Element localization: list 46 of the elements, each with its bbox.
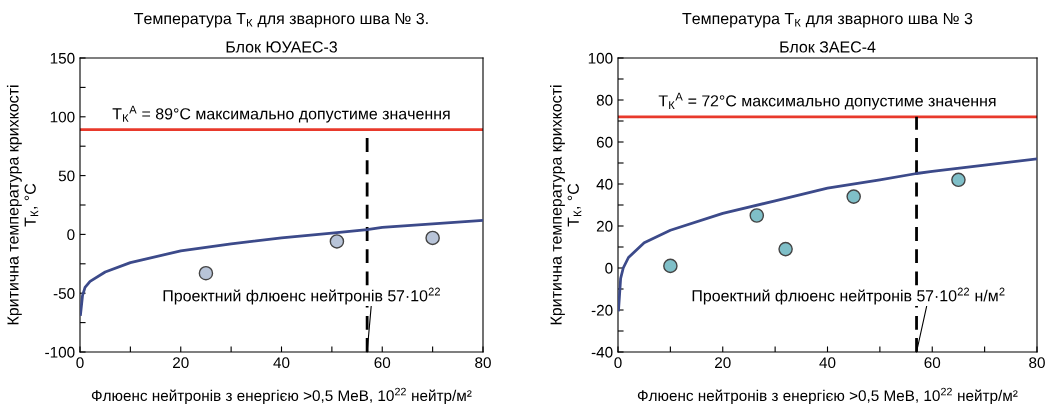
x-tick-label: 20: [173, 357, 189, 369]
point: [846, 189, 861, 204]
annotation: Проектний флюенс нейтронів 57·10$^{22}$ н/м$^{2}$: [692, 287, 1005, 305]
x-tick-label: 40: [273, 357, 290, 369]
chart-subtitle: Блок ЗАЕС-4: [780, 41, 876, 53]
y-tick-label: 50: [58, 170, 75, 182]
annotation: Проектний флюенс нейтронів 57·10$^{22}$: [163, 287, 440, 305]
y-tick-label: 80: [596, 94, 613, 106]
y-axis-title: Критична температура крихкості T$_{К}$, °C: [550, 85, 582, 325]
y-tick-label: 150: [50, 52, 75, 64]
line-series: [80, 218, 483, 316]
ref-line-label: T$_{К}$$^{A}$ = 72°C максимально допустиме значення: [658, 92, 996, 110]
point: [951, 172, 966, 188]
y-tick-label: -40: [591, 346, 613, 358]
y-tick-label: -50: [53, 288, 75, 299]
point: [198, 265, 214, 281]
point: [663, 258, 678, 274]
point: [425, 230, 440, 246]
ref-line-label: T$_{К}$$^{A}$ = 89°C максимально допустиме значення: [112, 105, 450, 123]
y-tick-label: 0: [605, 262, 613, 274]
y-tick-label: 40: [596, 178, 613, 190]
x-tick-label: 20: [715, 357, 731, 369]
point: [749, 208, 765, 223]
x-axis-title: Флюенс нейтронів з енергією >0,5 МеВ, 10$^{22}$ нейтр/м²: [91, 387, 472, 405]
x-tick-label: 80: [475, 357, 491, 369]
x-tick-label: 80: [1029, 357, 1045, 369]
x-tick-label: 0: [76, 357, 84, 369]
x-tick-label: 0: [614, 357, 622, 369]
y-tick-label: -20: [591, 304, 613, 316]
y-tick-label: 60: [596, 136, 613, 148]
chart-title: Температура T$_{К}$ для зварного шва № 3: [682, 12, 973, 28]
x-axis-title: Флюенс нейтронів з енергією >0,5 МеВ, 10$^{22}$ нейтр/м²: [637, 387, 1018, 405]
y-tick-label: 100: [50, 111, 75, 123]
line-series: [618, 157, 1037, 312]
x-tick-label: 60: [924, 357, 941, 369]
y-tick-label: 20: [596, 220, 613, 232]
chart-title: Температура T$_{К}$ для зварного шва № 3.: [134, 12, 428, 28]
point: [778, 241, 793, 257]
point: [329, 234, 345, 249]
x-tick-label: 40: [819, 357, 836, 369]
y-tick-label: 0: [67, 229, 75, 241]
x-tick-label: 60: [374, 357, 391, 369]
chart-subtitle: Блок ЮУАЕС-3: [226, 41, 337, 53]
y-axis-title: Критична температура крихкості T$_{К}$, °C: [6, 85, 39, 325]
y-tick-label: -100: [45, 346, 75, 358]
y-tick-label: 100: [588, 52, 613, 64]
